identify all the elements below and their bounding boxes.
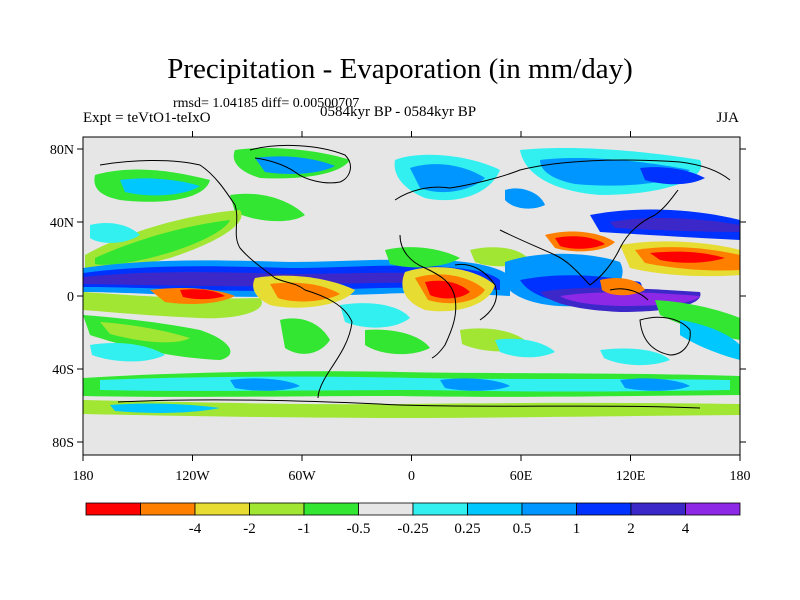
lon-label-120e: 120E [616,469,646,484]
colorbar-swatch [412,502,468,516]
lat-label-0: 0 [67,290,74,305]
lat-label-40n: 40N [50,216,74,231]
colorbar-swatch [140,502,196,516]
colorbar-label: -2 [243,521,256,537]
lon-label-120w: 120W [175,469,210,484]
lon-label-180w: 180 [73,469,94,484]
lon-label-60w: 60W [288,469,316,484]
colorbar-label: -0.25 [397,521,428,537]
colorbar-swatch [685,502,741,516]
season-label: JJA [716,110,739,126]
colorbar-label: 1 [573,521,581,537]
lat-label-80n: 80N [50,143,74,158]
colorbar-swatch [467,502,523,516]
colorbar-label: -0.5 [347,521,371,537]
colorbar-swatch [358,502,414,516]
lon-label-180e: 180 [730,469,751,484]
experiment-label: Expt = teVtO1-teIxO [83,110,211,126]
colorbar-label: -1 [298,521,311,537]
colorbar [85,502,741,516]
period-label: 0584kyr BP - 0584kyr BP [320,104,477,120]
lon-tick-marks [82,131,741,461]
lat-label-40s: 40S [52,363,74,378]
colorbar-swatch [576,502,632,516]
colorbar-swatch [521,502,577,516]
lat-label-80s: 80S [52,436,74,451]
colorbar-label: -4 [189,521,202,537]
colorbar-label: 2 [627,521,635,537]
lon-label-60e: 60E [510,469,533,484]
colorbar-swatch [249,502,305,516]
colorbar-swatch [194,502,250,516]
colorbar-label: 0.25 [454,521,480,537]
colorbar-labels: -4 -2 -1 -0.5 -0.25 0.25 0.5 1 2 4 [189,521,690,537]
colorbar-swatch [630,502,686,516]
coastlines [99,144,731,409]
colorbar-label: 0.5 [513,521,532,537]
colorbar-swatch [303,502,359,516]
field-layer [83,148,740,418]
plot-title: Precipitation - Evaporation (in mm/day) [167,53,633,85]
lat-tick-marks [77,148,746,443]
colorbar-swatch [85,502,141,516]
stats-label: rmsd= 1.04185 diff= 0.00500707 [173,96,360,111]
colorbar-label: 4 [682,521,690,537]
lon-label-0: 0 [408,469,415,484]
